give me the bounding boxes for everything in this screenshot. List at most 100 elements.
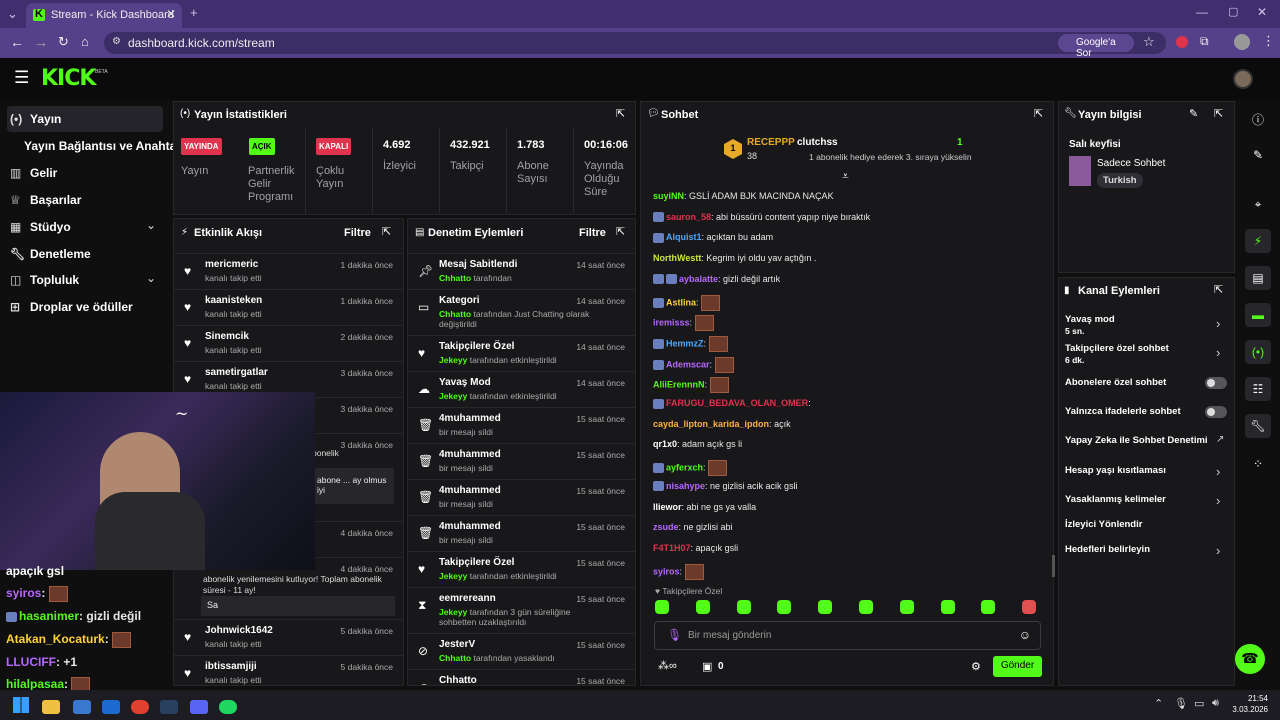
chat-username[interactable]: sauron_58	[666, 211, 712, 222]
chat-username[interactable]: F4T1H07	[653, 542, 691, 553]
chat-username[interactable]: cayda_lipton_karida_ipdon	[653, 418, 770, 429]
channel-action-label[interactable]: Takipçilere özel sohbet	[1065, 343, 1169, 354]
chat-username[interactable]: NorthWestt	[653, 253, 702, 264]
send-button[interactable]: Gönder	[993, 656, 1042, 677]
sidebar-item-studyo[interactable]: ▦ Stüdyo	[10, 220, 71, 234]
chat-message[interactable]: nisahype: ne gizlisi acik acik gsli	[653, 481, 798, 492]
chat-message[interactable]: lliewor: abi ne gs ya valla	[653, 501, 757, 512]
support-icon[interactable]: ☎	[1235, 644, 1265, 674]
chat-username[interactable]: lliewor	[653, 501, 682, 512]
chat-message[interactable]: qr1x0: adam açık gs li	[653, 439, 743, 450]
hamburger-menu-icon[interactable]: ☰	[14, 68, 30, 87]
quick-emote-icon[interactable]	[859, 600, 873, 614]
toggle-switch[interactable]	[1205, 406, 1227, 418]
info-icon[interactable]: ⓘ	[1251, 113, 1264, 127]
tray-chevron-icon[interactable]: ⌃	[1154, 698, 1164, 710]
sidebar-item-gelir[interactable]: ▥ Gelir	[10, 166, 57, 180]
toggle-switch[interactable]	[1205, 377, 1227, 389]
chat-message[interactable]: suyiNN: GSLİ ADAM BJK MACINDA NAÇAK	[653, 191, 834, 201]
browser-tab[interactable]: Stream - Kick Dashboard ✕	[26, 3, 182, 28]
windows-start-icon[interactable]	[13, 697, 29, 713]
spotify-icon[interactable]	[219, 700, 237, 714]
wrench-icon[interactable]: 🔧︎	[1245, 414, 1271, 438]
pencil-icon[interactable]: ✎	[1252, 148, 1264, 162]
minimize-icon[interactable]: —	[1196, 5, 1208, 19]
chevron-right-icon[interactable]: ›	[1216, 543, 1221, 558]
gift-icon[interactable]: ▣	[702, 661, 713, 673]
expand-icon[interactable]: ⇱	[616, 108, 626, 120]
sidebar-item-basarilar[interactable]: ♕ Başarılar	[10, 193, 81, 207]
chat-username[interactable]: ayferxch	[666, 462, 704, 473]
quick-emote-icon[interactable]	[655, 600, 669, 614]
quick-emote-icon[interactable]	[777, 600, 792, 614]
chat-message[interactable]: sauron_58: abi büssürü content yapıp niy…	[653, 212, 870, 223]
tab-menu-icon[interactable]: ⌄	[7, 6, 18, 21]
chat-username[interactable]: Ademscar	[666, 358, 710, 369]
close-tab-icon[interactable]: ✕	[165, 7, 176, 21]
chat-message[interactable]: ayferxch:	[653, 460, 728, 477]
channel-action-label[interactable]: Hedefleri belirleyin	[1065, 544, 1151, 555]
chat-message[interactable]: Astlina:	[653, 294, 721, 311]
chevron-right-icon[interactable]: ›	[1216, 493, 1221, 508]
browser-menu-icon[interactable]: ⋮	[1262, 33, 1275, 48]
chat-message[interactable]: iremisss:	[653, 315, 714, 332]
quick-emote-icon[interactable]	[736, 600, 751, 614]
steam-icon[interactable]	[160, 700, 178, 714]
channel-points-icon[interactable]: ⁂∞	[658, 660, 677, 672]
site-info-icon[interactable]: ⚙	[112, 36, 121, 47]
quick-emote-icon[interactable]	[818, 600, 833, 614]
address-bar[interactable]: ⚙ dashboard.kick.com/stream	[104, 32, 1166, 54]
extensions-puzzle-icon[interactable]: ⧉	[1200, 34, 1209, 48]
pinned-toggle-icon[interactable]: ⩡	[842, 169, 849, 183]
channel-action-label[interactable]: İzleyici Yönlendir	[1065, 519, 1143, 530]
chat-message[interactable]: zsude: ne gizlisi abi	[653, 522, 733, 533]
channel-action-label[interactable]: Abonelere özel sohbet	[1065, 377, 1167, 388]
channel-action-label[interactable]: Yapay Zeka ile Sohbet Denetimi	[1065, 435, 1208, 446]
sidebar-item-denetleme[interactable]: 🔧︎ Denetleme	[10, 247, 91, 261]
chat-settings-icon[interactable]: ⚙	[971, 661, 981, 673]
chat-message[interactable]: FARUGU_BEDAVA_OLAN_OMER:	[653, 398, 811, 409]
chevron-right-icon[interactable]: ›	[1216, 345, 1221, 360]
document-icon[interactable]: ▤	[1245, 266, 1271, 290]
file-explorer-icon[interactable]	[42, 700, 60, 714]
expand-icon[interactable]: ⇱	[382, 226, 392, 238]
list-icon[interactable]: ☷	[1245, 377, 1271, 401]
forward-icon[interactable]: →	[34, 34, 48, 50]
extension-icon[interactable]	[1176, 36, 1188, 48]
chat-input[interactable]: 🎙︎ Bir mesaj gönderin ☺	[654, 621, 1041, 650]
quick-emote-icon[interactable]	[981, 600, 996, 614]
chat-message[interactable]: Ademscar:	[653, 356, 734, 373]
discord-icon[interactable]	[190, 700, 208, 714]
chat-message[interactable]: NorthWestt: Kegrim iyi oldu yav açtığın …	[653, 253, 817, 264]
bolt-icon[interactable]: ⚡︎	[1245, 229, 1271, 253]
microphone-icon[interactable]: 🎙︎	[667, 628, 683, 642]
user-avatar[interactable]	[1233, 69, 1253, 89]
sidebar-item-yayin[interactable]: (•) Yayın	[10, 112, 61, 126]
outlook-icon[interactable]	[102, 700, 120, 714]
chat-message[interactable]: aybalatte: gizli değil artık	[653, 274, 780, 285]
chat-username[interactable]: FARUGU_BEDAVA_OLAN_OMER	[666, 398, 809, 408]
broadcast-icon[interactable]: (•)	[1245, 340, 1271, 364]
channel-action-label[interactable]: Yavaş mod	[1065, 314, 1115, 325]
bookmark-star-icon[interactable]: ☆	[1143, 34, 1155, 49]
moderation-filter-button[interactable]: Filtre	[579, 227, 606, 239]
profile-avatar[interactable]	[1234, 34, 1250, 50]
edge-icon[interactable]	[73, 700, 91, 714]
chat-message[interactable]: AliiErennnN:	[653, 377, 729, 394]
focus-icon[interactable]: ⌖	[1254, 197, 1262, 211]
external-link-icon[interactable]: ↗	[1216, 434, 1225, 445]
chat-username[interactable]: Astlina	[666, 296, 697, 307]
expand-icon[interactable]: ⇱	[1214, 108, 1224, 120]
emoji-picker-icon[interactable]: ☺	[1018, 628, 1031, 642]
chat-icon[interactable]: ▬	[1245, 303, 1271, 327]
volume-icon[interactable]: 🔊︎	[1212, 697, 1219, 709]
chat-username[interactable]: HemmzZ	[666, 338, 704, 349]
chat-username[interactable]: nisahype	[666, 480, 706, 491]
activity-filter-button[interactable]: Filtre	[344, 227, 371, 239]
chat-username[interactable]: Alquist1	[666, 232, 702, 243]
sidebar-item-droplar[interactable]: ⊞ Droplar ve ödüller	[10, 300, 133, 314]
chat-message[interactable]: syiros:	[653, 563, 704, 580]
chevron-down-icon[interactable]: ⌄	[146, 271, 157, 285]
chevron-right-icon[interactable]: ›	[1216, 316, 1221, 331]
maximize-icon[interactable]: ▢	[1228, 6, 1239, 18]
